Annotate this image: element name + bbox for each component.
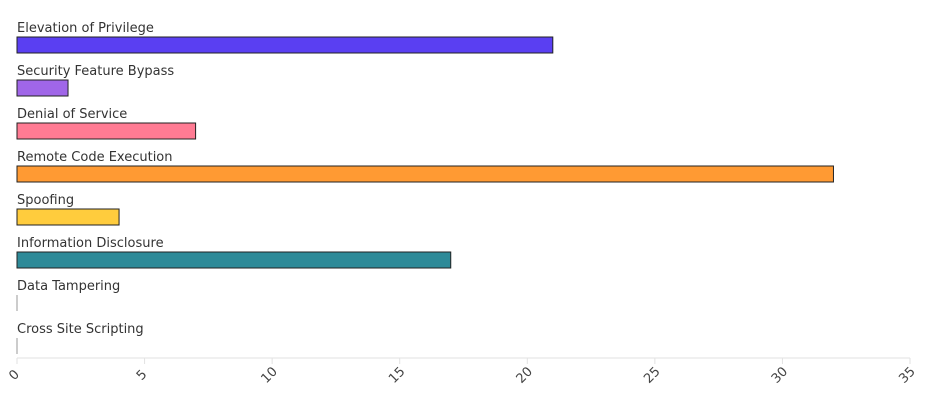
category-label: Data Tampering bbox=[17, 279, 120, 294]
category-label: Information Disclosure bbox=[17, 236, 164, 251]
bar bbox=[16, 122, 197, 140]
category-label: Remote Code Execution bbox=[17, 150, 173, 165]
category-label: Cross Site Scripting bbox=[17, 322, 144, 337]
bar bbox=[16, 36, 554, 54]
x-tick-label: 20 bbox=[514, 364, 536, 386]
x-tick-label: 25 bbox=[641, 364, 663, 386]
bar bbox=[16, 79, 69, 97]
x-tick-label: 0 bbox=[6, 367, 22, 383]
bar bbox=[16, 165, 834, 183]
x-tick-label: 10 bbox=[259, 364, 281, 386]
category-label: Security Feature Bypass bbox=[17, 64, 174, 79]
x-tick-label: 30 bbox=[769, 364, 791, 386]
category-label: Spoofing bbox=[17, 193, 74, 208]
x-tick-label: 5 bbox=[134, 367, 150, 383]
bar bbox=[16, 251, 452, 269]
bar bbox=[16, 208, 120, 226]
category-label: Denial of Service bbox=[17, 107, 127, 122]
x-tick-label: 15 bbox=[386, 364, 408, 386]
x-tick-label: 35 bbox=[896, 364, 918, 386]
category-label: Elevation of Privilege bbox=[17, 21, 154, 36]
